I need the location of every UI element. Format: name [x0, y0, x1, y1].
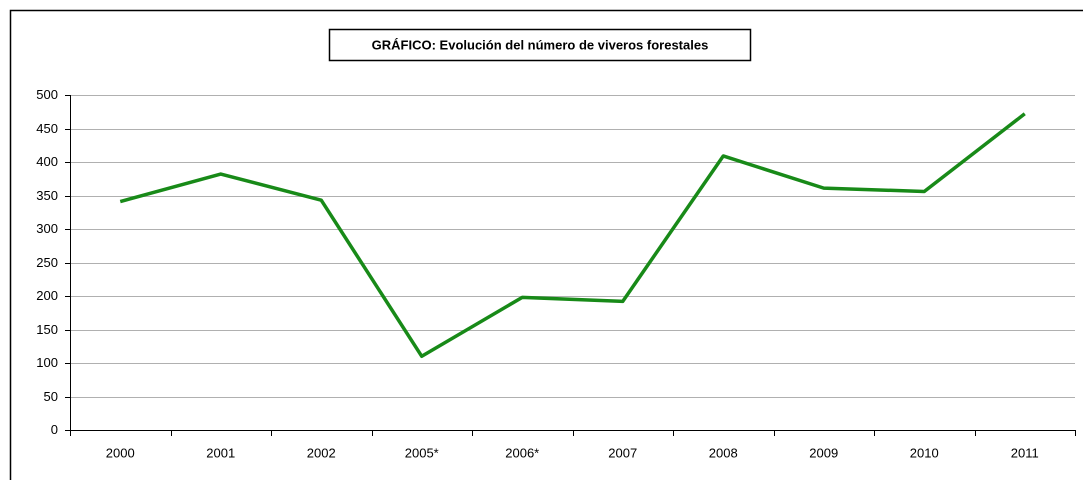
x-tick-label: 2009: [809, 445, 838, 460]
y-tick-label: 350: [36, 188, 58, 203]
x-tick-label: 2010: [910, 445, 939, 460]
y-tick-label: 150: [36, 322, 58, 337]
x-tick-label: 2001: [206, 445, 235, 460]
y-tick-label: 50: [44, 389, 58, 404]
y-tick-label: 250: [36, 255, 58, 270]
x-tick-label: 2006*: [505, 445, 539, 460]
x-tick-label: 2002: [307, 445, 336, 460]
x-tick-label: 2008: [709, 445, 738, 460]
chart-title: GRÁFICO: Evolución del número de viveros…: [372, 37, 709, 52]
y-tick-label: 300: [36, 221, 58, 236]
y-tick-label: 400: [36, 154, 58, 169]
x-tick-label: 2011: [1011, 445, 1039, 460]
title-box: [328, 28, 752, 62]
x-tick-label: 2005*: [405, 445, 439, 460]
y-tick-label: 200: [36, 288, 58, 303]
y-tick-label: 500: [36, 87, 58, 102]
x-tick-label: 2000: [106, 445, 135, 460]
x-tick-label: 2007: [608, 445, 637, 460]
y-tick-label: 0: [51, 422, 58, 437]
y-tick-label: 450: [36, 121, 58, 136]
y-tick-label: 100: [36, 355, 58, 370]
chart-border: [9, 9, 1083, 480]
data-line: [119, 112, 1026, 359]
